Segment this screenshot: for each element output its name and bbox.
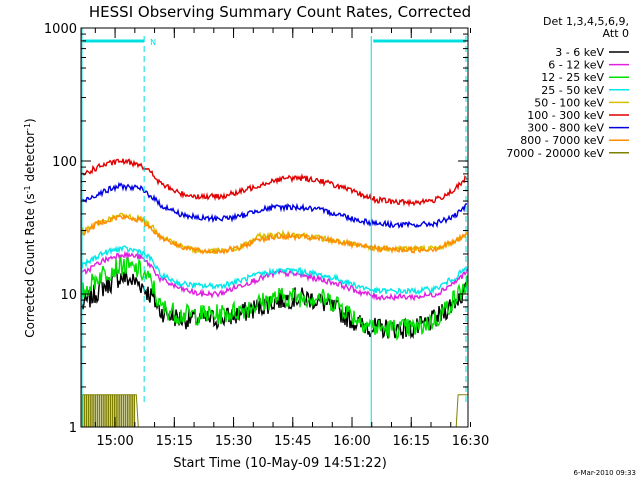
legend-label-7000-20000-kev: 7000 - 20000 keV	[506, 147, 604, 160]
legend-header-detectors: Det 1,3,4,5,6,9,	[543, 15, 629, 28]
saa-flag-label: N	[150, 38, 156, 47]
legend-header-attenuator: Att 0	[603, 27, 629, 40]
plot-frame	[80, 27, 469, 428]
series-line-300-800-kev	[81, 181, 468, 229]
x-axis: 15:00 15:15 15:30 15:45 16:00 16:15 16:30	[94, 28, 489, 449]
legend-label-25-50-kev: 25 - 50 keV	[541, 84, 604, 97]
legend-label-800-7000-kev: 800 - 7000 keV	[520, 134, 604, 147]
y-tick-label: 1000	[44, 22, 77, 37]
legend-label-100-300-kev: 100 - 300 keV	[527, 109, 604, 122]
x-tick-label: 16:30	[452, 434, 489, 449]
y-axis-label-main: Corrected Count Rate (s	[23, 193, 37, 337]
series-line-7000-20000-kev	[81, 394, 468, 428]
y-axis-label-end: )	[23, 118, 37, 123]
legend-label-12-25-kev: 12 - 25 keV	[541, 71, 604, 84]
x-tick-label: 15:00	[96, 434, 133, 449]
y-axis-label-exp1: -1	[23, 185, 32, 193]
series-line-25-50-kev	[81, 245, 468, 296]
x-tick-label: 16:00	[333, 434, 370, 449]
series-line-100-300-kev	[81, 158, 468, 208]
legend-label-50-100-kev: 50 - 100 keV	[534, 96, 604, 109]
series-spikes-7000-20000-kev	[81, 394, 136, 427]
y-axis-label-mid: detector	[23, 131, 37, 186]
series-line-3-6-kev	[81, 270, 468, 340]
series-line-50-100-kev	[81, 212, 468, 255]
y-tick-label: 10	[60, 288, 77, 303]
legend-label-300-800-kev: 300 - 800 keV	[527, 122, 604, 135]
legend-label-6-12-kev: 6 - 12 keV	[548, 59, 604, 72]
x-tick-label: 15:15	[156, 434, 193, 449]
series-line-12-25-kev	[81, 254, 468, 341]
legend-label-3-6-kev: 3 - 6 keV	[555, 46, 604, 59]
x-tick-label: 15:30	[215, 434, 252, 449]
chart-title: HESSI Observing Summary Count Rates, Cor…	[89, 3, 471, 21]
y-tick-label: 100	[52, 155, 77, 170]
plot-area: N 1 10 100 1000 15:00 15:15 15:30 15:45 16:00 16…	[44, 22, 489, 449]
y-axis-label: Corrected Count Rate (s-1 detector-1)	[23, 118, 38, 337]
y-tick-label: 1	[69, 421, 77, 436]
y-axis: 1 10 100 1000	[44, 22, 468, 436]
x-axis-label: Start Time (10-May-09 14:51:22)	[173, 456, 387, 471]
x-tick-label: 15:45	[274, 434, 311, 449]
x-tick-label: 16:15	[393, 434, 430, 449]
footer-timestamp: 6-Mar-2010 09:33	[574, 469, 636, 477]
y-axis-label-exp2: -1	[23, 123, 32, 131]
series-line-800-7000-kev	[81, 213, 468, 255]
